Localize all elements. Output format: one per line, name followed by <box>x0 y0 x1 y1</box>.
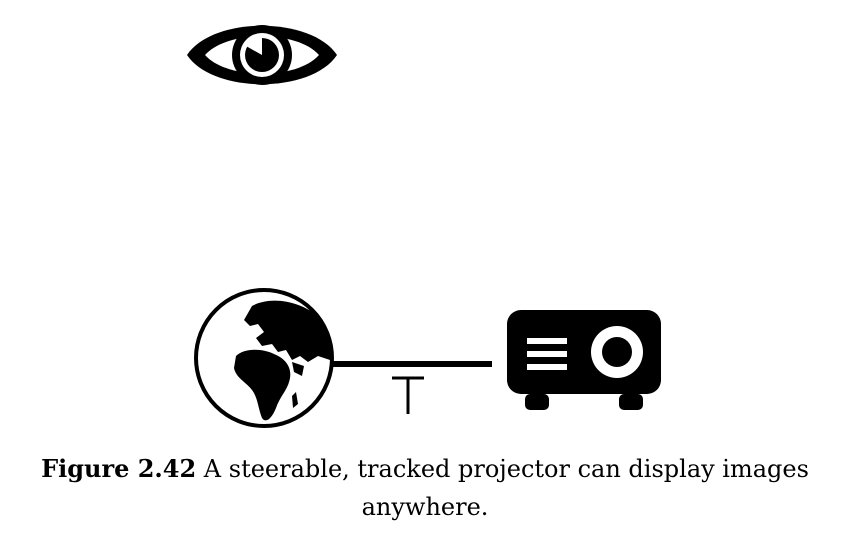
caption-text: A steerable, tracked projector can displ… <box>196 455 809 521</box>
eye-icon <box>187 25 337 85</box>
connector-line: T <box>330 361 492 414</box>
connector-label: T <box>408 412 409 414</box>
figure-number: Figure 2.42 <box>41 454 197 483</box>
globe-icon <box>194 288 334 428</box>
figure-caption: Figure 2.42 A steerable, tracked project… <box>20 450 830 526</box>
projector-icon <box>507 310 661 410</box>
